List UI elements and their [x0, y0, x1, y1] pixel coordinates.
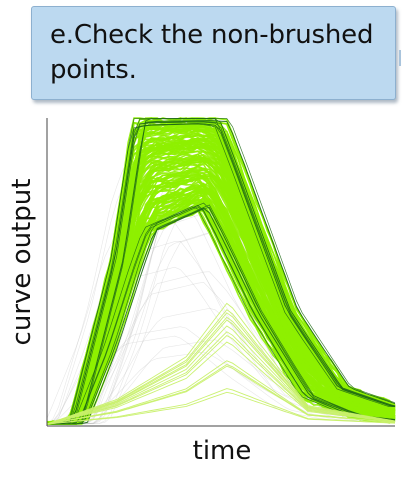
low-curve	[46, 319, 396, 425]
dark-curve	[47, 204, 396, 425]
x-axis-label: time	[192, 436, 252, 466]
callout-line-1: e.Check the non-brushed	[50, 20, 374, 50]
low-curve	[46, 312, 396, 425]
dark-curve	[46, 123, 395, 424]
ensemble-curve	[47, 153, 396, 425]
low-curve	[46, 363, 396, 425]
low-curve	[46, 341, 396, 425]
instruction-callout: e.Check the non-brushed points.	[31, 6, 396, 100]
dark-curve	[46, 118, 396, 425]
dark-curve	[46, 123, 396, 425]
ensemble-curve	[46, 167, 396, 424]
low-curve	[46, 391, 396, 425]
low-curve	[46, 331, 396, 425]
dark-curve	[46, 121, 396, 425]
dark-curve	[47, 118, 396, 425]
callout-line-2: points.	[50, 55, 137, 85]
dark-curve	[47, 120, 396, 425]
low-curve	[46, 325, 396, 425]
ensemble-curve	[46, 199, 396, 425]
low-curve	[46, 302, 396, 425]
y-axis-label: curve output	[7, 178, 37, 346]
dark-curve	[47, 206, 396, 425]
dark-curve	[46, 123, 396, 425]
dark-curve	[47, 208, 396, 425]
ensemble-curve	[46, 139, 396, 425]
dark-curve	[47, 202, 396, 425]
edge-marker	[399, 50, 401, 66]
curve-ensemble	[46, 117, 396, 426]
